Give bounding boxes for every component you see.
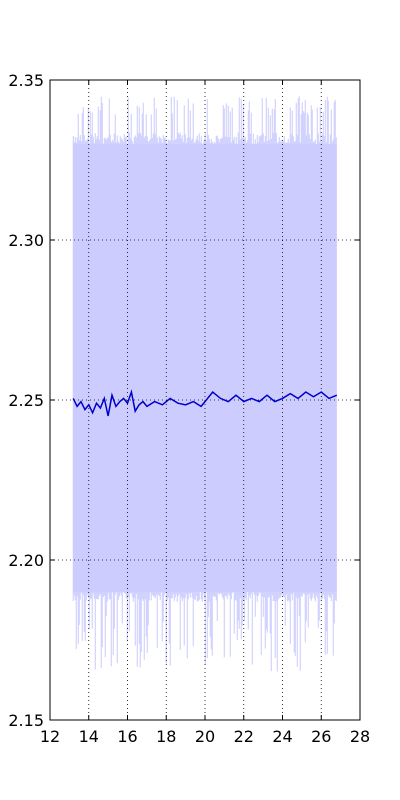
y-tick-label: 2.15 (8, 711, 44, 730)
x-tick-label: 22 (234, 727, 254, 746)
x-tick-label: 26 (311, 727, 331, 746)
raw-data-band (72, 96, 337, 672)
x-axis: 12 14 16 18 20 22 24 26 28 (40, 80, 370, 746)
x-tick-label: 16 (117, 727, 137, 746)
x-tick-label: 20 (195, 727, 215, 746)
x-tick-label: 18 (156, 727, 176, 746)
grid-lines (50, 80, 360, 720)
y-tick-label: 2.35 (8, 71, 44, 90)
y-tick-label: 2.20 (8, 551, 44, 570)
y-tick-label: 2.30 (8, 231, 44, 250)
y-axis: 2.15 2.20 2.25 2.30 2.35 (8, 71, 360, 730)
x-tick-label: 12 (40, 727, 60, 746)
y-tick-label: 2.25 (8, 391, 44, 410)
x-tick-label: 24 (272, 727, 292, 746)
x-tick-label: 14 (79, 727, 99, 746)
smoothed-series (72, 389, 338, 417)
smoothed-line (72, 389, 338, 417)
x-tick-label: 28 (350, 727, 370, 746)
